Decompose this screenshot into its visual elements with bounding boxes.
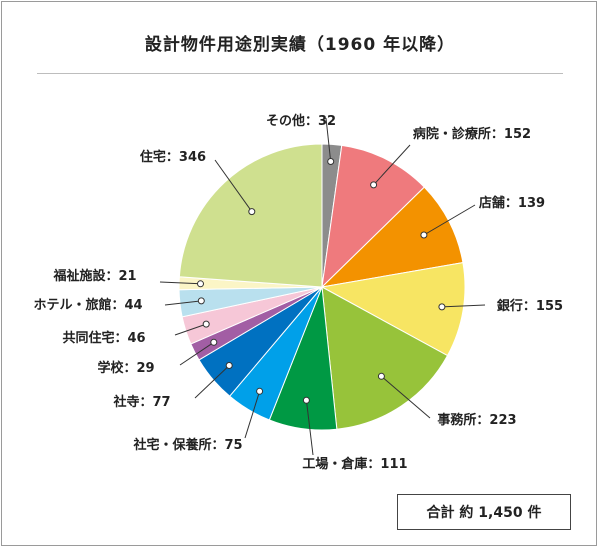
chart-title: 設計物件用途別実績（1960 年以降） bbox=[144, 35, 456, 55]
slice-label: 社寺：77 bbox=[112, 394, 170, 410]
pie-slice bbox=[320, 186, 464, 288]
leader-lines bbox=[159, 117, 486, 456]
leader-dot bbox=[202, 320, 210, 328]
leader-dot bbox=[197, 297, 205, 305]
leader-line bbox=[174, 323, 207, 336]
leader-dot bbox=[370, 181, 378, 189]
slice-label: 病院・診療所：152 bbox=[413, 126, 531, 142]
leader-line bbox=[381, 375, 431, 419]
leader-dot bbox=[197, 280, 204, 288]
leader-line bbox=[244, 391, 261, 439]
slice-label: 事務所：223 bbox=[437, 412, 516, 428]
pie-slices bbox=[178, 143, 466, 431]
pie-slice bbox=[320, 262, 466, 357]
slice-label: 店舗：139 bbox=[479, 195, 545, 211]
slice-label: 社宅・保養所：75 bbox=[132, 437, 242, 453]
slice-label: 福祉施設：21 bbox=[52, 268, 136, 284]
slice-label: 共同住宅：46 bbox=[62, 330, 145, 346]
leader-dot bbox=[225, 362, 233, 369]
leader-dot bbox=[248, 208, 256, 216]
leader-line bbox=[214, 159, 253, 212]
leader-line bbox=[325, 117, 332, 162]
slice-labels: その他：32 病院・診療所：152 店舗：139 銀行：155 事務所：223 工場・倉庫… bbox=[33, 113, 563, 472]
title-divider bbox=[37, 73, 563, 74]
leader-line bbox=[164, 300, 202, 306]
leader-line bbox=[373, 144, 411, 186]
leader-dot bbox=[327, 158, 335, 165]
leader-line bbox=[194, 365, 230, 399]
leader-dot bbox=[302, 396, 310, 404]
slice-label: ホテル・旅館：44 bbox=[33, 297, 142, 313]
leader-line bbox=[179, 341, 215, 366]
leader-dot bbox=[256, 387, 264, 395]
leader-line bbox=[159, 281, 201, 285]
leader-dot bbox=[377, 372, 385, 380]
slice-label: 銀行：155 bbox=[497, 298, 563, 314]
leader-line bbox=[441, 304, 486, 308]
leader-dot bbox=[210, 338, 218, 346]
slice-label: 住宅：346 bbox=[140, 149, 206, 165]
pie-slice bbox=[178, 143, 323, 288]
pie-slice bbox=[321, 144, 426, 289]
leader-line bbox=[305, 400, 314, 456]
total-count-box: 合計 約 1,450 件 bbox=[397, 494, 571, 530]
leader-line bbox=[423, 204, 476, 236]
slice-label: 工場・倉庫：111 bbox=[302, 456, 407, 472]
pie-slice bbox=[321, 286, 449, 430]
leader-dot bbox=[438, 303, 446, 311]
leader-dot bbox=[420, 231, 428, 239]
slice-label: 学校：29 bbox=[97, 360, 154, 376]
slice-label: その他：32 bbox=[266, 113, 336, 129]
